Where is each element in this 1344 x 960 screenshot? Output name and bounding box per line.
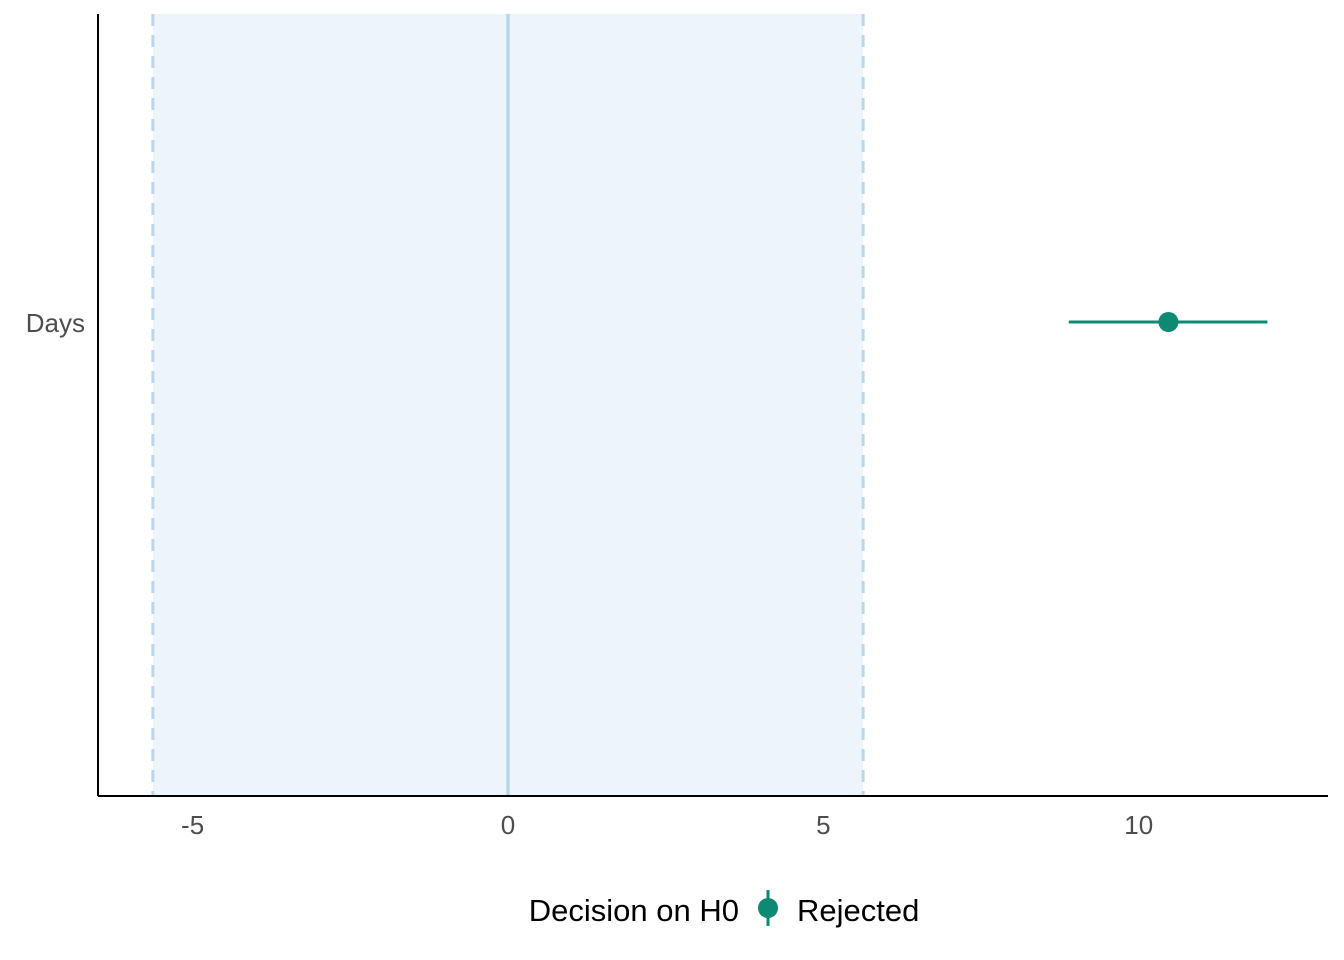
- plot-area: [151, 14, 1268, 796]
- x-tick-label: 10: [1124, 810, 1153, 840]
- legend: Decision on H0 Rejected: [529, 890, 919, 928]
- legend-title: Decision on H0: [529, 893, 739, 928]
- x-tick-label: 5: [816, 810, 830, 840]
- estimate-point: [1158, 312, 1179, 332]
- estimate-points: [1068, 312, 1268, 332]
- x-tick-label: 0: [501, 810, 515, 840]
- x-tick-label: -5: [181, 810, 204, 840]
- legend-key-rejected-dot: [758, 898, 778, 918]
- x-axis-ticks: -5 0 5 10: [181, 810, 1153, 840]
- y-category-label: Days: [26, 308, 85, 338]
- legend-label-rejected: Rejected: [797, 893, 919, 928]
- y-axis-labels: Days: [26, 308, 85, 338]
